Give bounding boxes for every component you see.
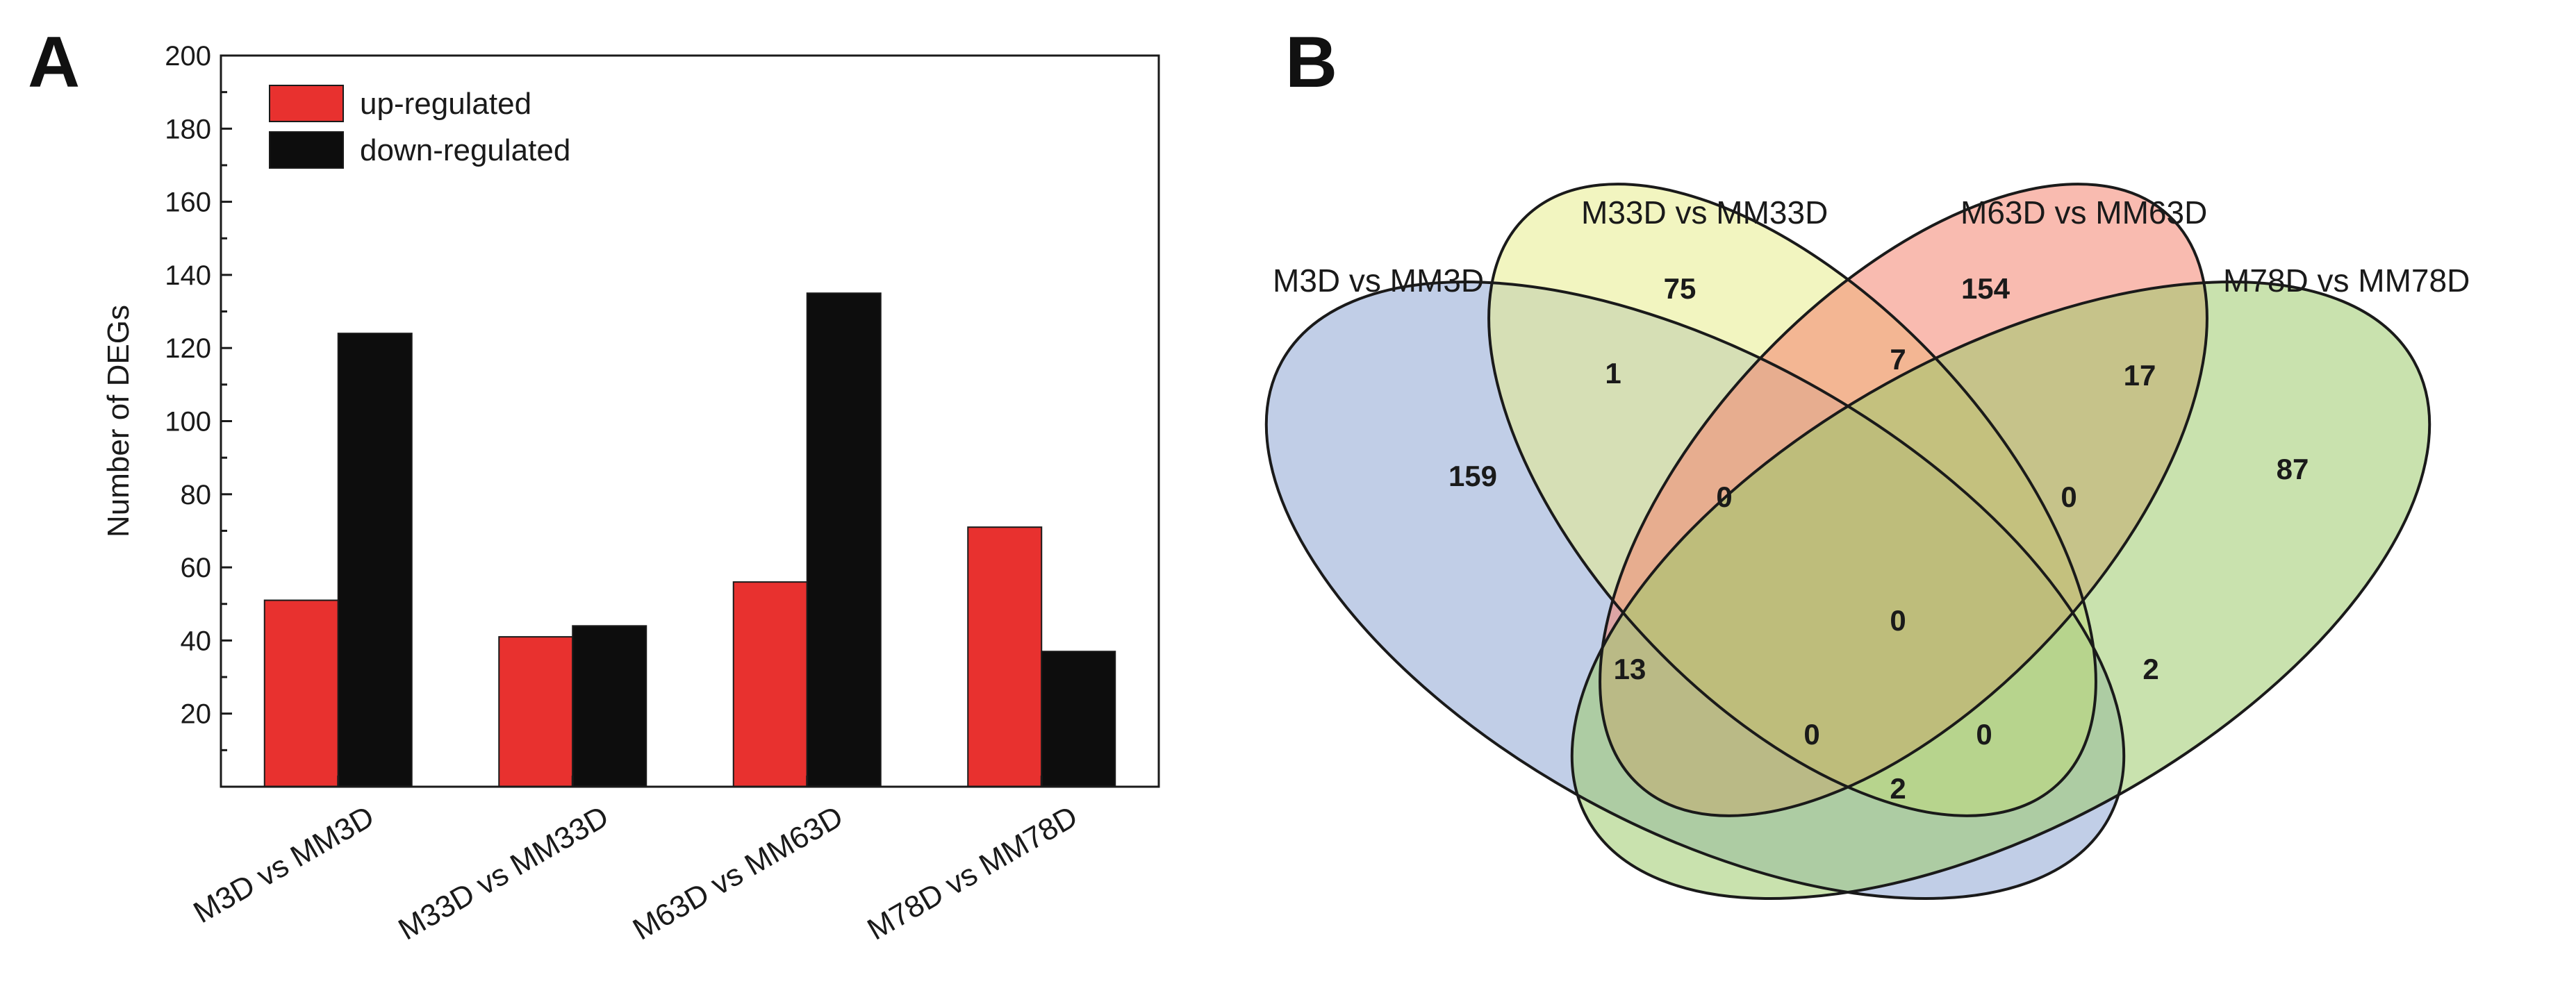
venn-count-m78d-only: 87 <box>2277 453 2309 485</box>
x-tick-label: M33D vs MM33D <box>393 799 614 946</box>
bar-down-1 <box>572 625 647 788</box>
legend-label-down: down-regulated <box>360 133 570 167</box>
bar-down-3 <box>1041 651 1116 787</box>
legend: up-regulated down-regulated <box>269 85 570 169</box>
y-tick-label: 120 <box>165 333 211 364</box>
venn-region-counts: 159 75 154 87 1 7 17 0 0 0 13 2 0 0 2 <box>1448 272 2309 805</box>
venn-fills <box>1266 184 2430 899</box>
y-tick-label: 20 <box>181 699 212 730</box>
venn-set-label-m78d: M78D vs MM78D <box>2223 262 2470 299</box>
venn-count-m3d-m33d: 1 <box>1605 357 1621 390</box>
y-axis-title: Number of DEGs <box>101 305 135 537</box>
venn-set-label-m3d: M3D vs MM3D <box>1273 262 1484 299</box>
y-tick-label: 60 <box>181 553 212 583</box>
bar-chart: 20 40 60 80 100 120 140 160 180 200 M3D vs MM3D M3… <box>101 41 1160 947</box>
venn-count-m33d-m63d: 7 <box>1890 343 1906 376</box>
venn-count-m3d-m78d: 2 <box>1890 772 1906 805</box>
y-axis: 20 40 60 80 100 120 140 160 180 200 <box>165 41 232 751</box>
y-tick-label: 160 <box>165 187 211 218</box>
y-tick-label: 180 <box>165 114 211 144</box>
venn-count-m3d-m33d-m78d: 0 <box>1976 718 1992 751</box>
venn-count-m33d-m63d-m78d: 0 <box>2061 481 2077 513</box>
venn-count-m3d-m63d: 13 <box>1614 653 1646 685</box>
venn-outline-m33d <box>1487 183 2097 817</box>
bar-series-group <box>263 292 1116 788</box>
venn-outline-m78d <box>1570 281 2431 900</box>
panel-b-label: B <box>1285 22 1337 103</box>
bar-up-2 <box>732 581 808 787</box>
venn-count-m3d-m33d-m63d: 0 <box>1716 481 1732 513</box>
panel-a-label: A <box>28 22 80 103</box>
venn-count-all: 0 <box>1890 604 1906 637</box>
bar-up-1 <box>498 636 574 788</box>
venn-count-m33d-m78d: 2 <box>2142 653 2158 685</box>
venn-count-m3d-m63d-m78d: 0 <box>1803 718 1819 751</box>
y-tick-label: 40 <box>181 626 212 656</box>
legend-swatch-up <box>269 85 344 122</box>
y-tick-label: 200 <box>165 41 211 72</box>
venn-count-m33d-only: 75 <box>1664 272 1696 305</box>
bar-down-0 <box>337 333 413 787</box>
bar-down-2 <box>806 292 882 788</box>
venn-outline-m63d <box>1599 183 2208 817</box>
x-tick-label: M78D vs MM78D <box>861 799 1083 946</box>
venn-count-m63d-only: 154 <box>1961 272 2011 305</box>
venn-set-label-m33d: M33D vs MM33D <box>1581 194 1828 231</box>
venn-count-m3d-only: 159 <box>1448 460 1497 492</box>
y-tick-label: 80 <box>181 480 212 510</box>
x-axis: M3D vs MM3D M33D vs MM33D M63D vs MM63D M78… <box>188 776 1083 947</box>
venn-diagram: M3D vs MM3D M33D vs MM33D M63D vs MM63D … <box>1264 183 2470 900</box>
legend-label-up: up-regulated <box>360 87 531 121</box>
bar-up-3 <box>967 526 1043 787</box>
venn-outlines <box>1264 183 2431 900</box>
venn-ellipse-m78d <box>1571 282 2430 899</box>
legend-swatch-down <box>269 131 344 169</box>
y-tick-label: 100 <box>165 407 211 437</box>
bar-up-0 <box>263 599 339 787</box>
x-tick-label: M3D vs MM3D <box>188 799 379 930</box>
venn-set-label-m63d: M63D vs MM63D <box>1960 194 2207 231</box>
venn-count-m63d-m78d: 17 <box>2124 359 2156 392</box>
y-tick-label: 140 <box>165 260 211 291</box>
x-tick-label: M63D vs MM63D <box>627 799 849 946</box>
venn-outline-m3d <box>1264 281 2126 900</box>
